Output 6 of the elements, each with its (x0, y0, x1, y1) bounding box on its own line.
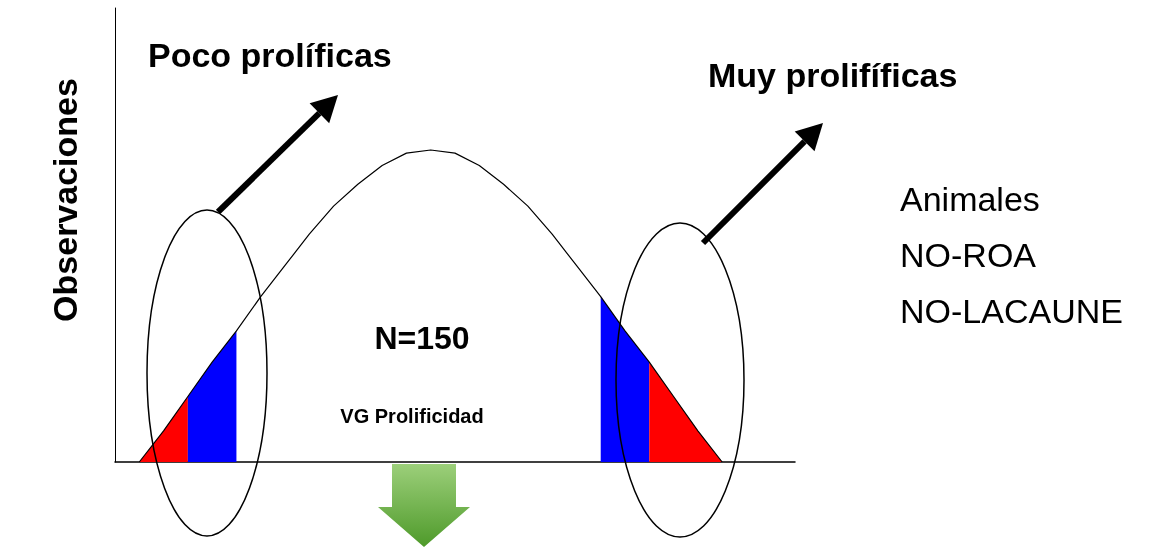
text: Poco prolíficas (148, 36, 392, 74)
annotation: N=150 (374, 320, 470, 356)
y-axis-title: Observaciones (46, 78, 84, 322)
annotation: VG Prolificidad (340, 405, 484, 427)
text: Muy prolifíficas (708, 56, 958, 94)
text: Animales NO-ROA NO-LACAUNE (900, 180, 1123, 330)
